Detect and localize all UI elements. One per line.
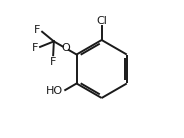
Text: F: F <box>50 57 56 67</box>
Text: F: F <box>32 43 38 53</box>
Text: Cl: Cl <box>96 16 107 26</box>
Text: O: O <box>61 43 70 53</box>
Text: HO: HO <box>46 86 63 96</box>
Text: F: F <box>34 25 40 35</box>
